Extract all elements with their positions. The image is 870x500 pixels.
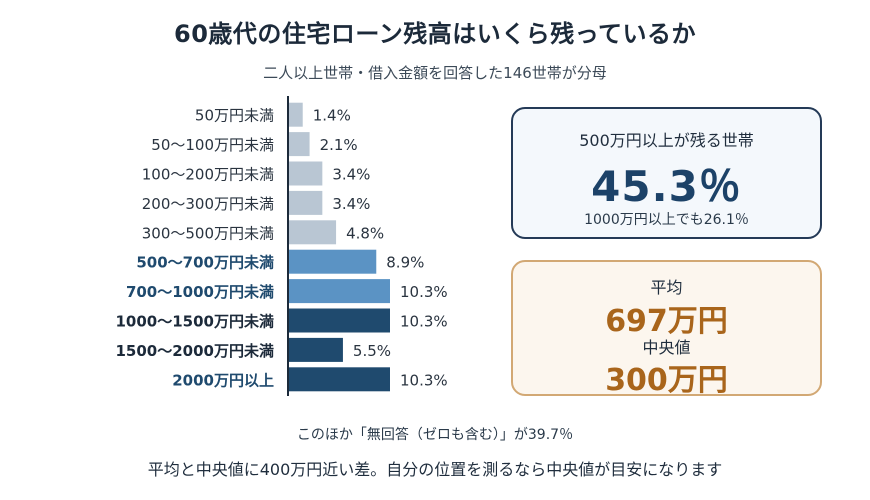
bar	[289, 249, 377, 274]
value-label: 8.9%	[386, 254, 424, 272]
summary-card-subvalue: 1000万円以上でも26.1％	[584, 212, 749, 228]
value-label: 5.5%	[353, 342, 391, 360]
value-label: 1.4%	[313, 107, 351, 125]
category-label: 100〜200万円未満	[142, 166, 274, 184]
chart-subtitle: 二人以上世帯・借入金額を回答した146世帯が分母	[263, 64, 607, 82]
summary-card-over-5m: 500万円以上が残る世帯 45.3％ 1000万円以上でも26.1％	[511, 107, 822, 239]
summary-card-label: 500万円以上が残る世帯	[579, 131, 754, 150]
bar	[289, 161, 323, 186]
mean-label: 平均	[650, 278, 683, 297]
bar	[289, 367, 390, 392]
value-label: 10.3%	[400, 283, 448, 301]
value-label: 2.1%	[320, 136, 358, 154]
bar	[289, 220, 337, 245]
bar	[289, 190, 323, 215]
value-label: 10.3%	[400, 313, 448, 331]
bar	[289, 337, 343, 362]
bar-chart: 50万円未満 1.4% 50〜100万円未満 2.1% 100〜200万円未満 3.4% 2…	[116, 96, 448, 396]
value-label: 3.4%	[332, 166, 370, 184]
category-label: 1000〜1500万円未満	[116, 313, 275, 331]
category-label: 700〜1000万円未満	[126, 283, 274, 301]
median-label: 中央値	[642, 338, 691, 357]
median-value: 300万円	[605, 363, 728, 398]
stats-card-mean-median: 平均 697万円 中央値 300万円	[511, 260, 822, 398]
chart-title: 60歳代の住宅ローン残高はいくら残っているか	[174, 20, 696, 48]
category-label: 300〜500万円未満	[142, 224, 274, 242]
category-label: 2000万円以上	[172, 371, 274, 389]
category-label: 1500〜2000万円未満	[116, 342, 275, 360]
bar	[289, 132, 310, 157]
value-label: 10.3%	[400, 371, 448, 389]
category-label: 50〜100万円未満	[151, 136, 274, 154]
value-label: 3.4%	[332, 195, 370, 213]
category-label: 500〜700万円未満	[136, 254, 274, 272]
no-answer-note: このほか「無回答（ゼロも含む）」が39.7％	[296, 427, 574, 443]
category-label: 200〜300万円未満	[142, 195, 274, 213]
value-label: 4.8%	[346, 224, 384, 242]
bar	[289, 308, 390, 333]
mean-value: 697万円	[605, 304, 728, 339]
conclusion-text: 平均と中央値に400万円近い差。自分の位置を測るなら中央値が目安になります	[147, 460, 723, 479]
category-label: 50万円未満	[195, 107, 274, 125]
bar	[289, 102, 303, 127]
summary-card-value: 45.3％	[591, 162, 742, 211]
bar	[289, 279, 390, 304]
